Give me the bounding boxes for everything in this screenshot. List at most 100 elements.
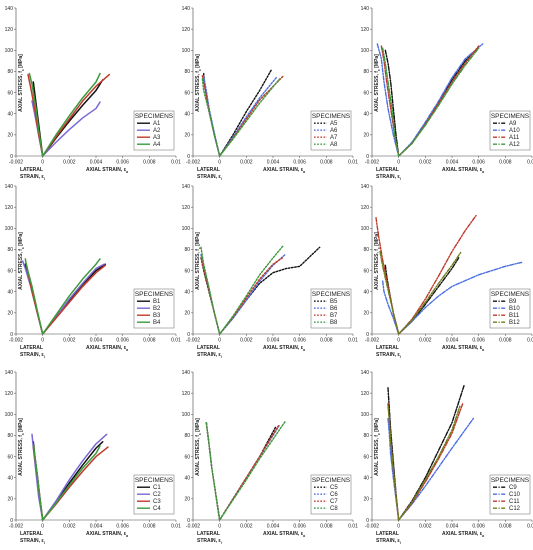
y-axis-title: AXIAL STRESS, fc [MPa]	[374, 54, 381, 112]
x-axis-title-text: AXIAL STRAIN, ε	[86, 345, 127, 351]
y-tick-label: 140	[5, 6, 14, 12]
x-tick-label: -0.002	[365, 160, 379, 166]
x-tick-label: 0.008	[320, 160, 333, 166]
y-axis-subscript: c	[198, 69, 202, 71]
x-axis-title-text: AXIAL STRAIN, ε	[263, 345, 304, 351]
x-tick-label: 0.01	[171, 160, 181, 166]
x-tick-label: 0.006	[472, 524, 485, 530]
y-axis-unit: [MPa]	[195, 232, 201, 247]
legend-label-A9: A9	[509, 121, 517, 127]
y-axis-title: AXIAL STRESS, fc [MPa]	[195, 232, 202, 290]
y-tick-label: 20	[184, 497, 190, 503]
x-tick-label: 0.004	[267, 524, 280, 530]
series-curve-B8	[200, 244, 285, 335]
lateral-subscript: l	[400, 355, 401, 359]
y-axis-subscript: c	[21, 69, 25, 71]
lateral-label-line2: STRAIN, εl	[20, 352, 45, 359]
y-tick-label: 80	[7, 247, 13, 253]
lateral-label-line1: LATERAL	[20, 531, 43, 537]
y-axis-unit: [MPa]	[18, 54, 24, 69]
y-axis-unit: [MPa]	[374, 54, 380, 69]
series-curve-B4	[24, 258, 101, 335]
legend-label-B8: B8	[330, 320, 338, 326]
x-tick-label: 0.006	[293, 160, 306, 166]
x-axis-title: AXIAL STRAIN, εa	[263, 345, 305, 352]
lateral-label-line2: STRAIN, εl	[20, 538, 45, 545]
legend-title: SPECIMENS	[312, 477, 351, 484]
series-curve-B5	[200, 246, 321, 335]
y-tick-label: 120	[361, 27, 370, 33]
lateral-label-line1: LATERAL	[20, 345, 43, 351]
x-tick-label: 0	[397, 524, 400, 530]
y-tick-label: 100	[5, 412, 14, 418]
y-axis-unit: [MPa]	[195, 54, 201, 69]
y-tick-label: 40	[7, 112, 13, 118]
x-axis-subscript: a	[303, 170, 305, 174]
y-tick-label: 100	[361, 48, 370, 54]
x-tick-label: -0.002	[9, 338, 23, 344]
y-axis-title-text: AXIAL STRESS, f	[374, 249, 380, 290]
y-tick-label: 40	[184, 290, 190, 296]
lateral-label-text: STRAIN, ε	[20, 174, 44, 180]
y-tick-label: 100	[182, 412, 191, 418]
legend-label-B1: B1	[153, 299, 161, 305]
series-curve-A7	[201, 74, 285, 157]
x-axis-subscript: a	[303, 348, 305, 352]
lateral-label-line1: LATERAL	[197, 531, 220, 537]
x-axis-subscript: a	[482, 170, 484, 174]
legend-label-C11: C11	[509, 499, 520, 505]
lateral-label-line2: STRAIN, εl	[197, 538, 222, 545]
x-tick-label: 0.01	[348, 160, 358, 166]
x-tick-label: 0	[218, 160, 221, 166]
x-axis-title: AXIAL STRAIN, εa	[442, 531, 484, 538]
series-curve-C9	[387, 385, 465, 521]
x-tick-label: 0.006	[472, 338, 485, 344]
y-axis-title-text: AXIAL STRESS, f	[374, 435, 380, 476]
y-axis-title-text: AXIAL STRESS, f	[18, 249, 24, 290]
y-tick-label: 120	[5, 27, 14, 33]
y-tick-label: 140	[5, 184, 14, 190]
y-tick-label: 40	[363, 476, 369, 482]
y-tick-label: 80	[7, 69, 13, 75]
y-tick-label: 80	[363, 247, 369, 253]
x-tick-label: 0.004	[267, 160, 280, 166]
x-tick-label: 0.002	[240, 524, 253, 530]
y-tick-label: 120	[182, 391, 191, 397]
y-axis-title: AXIAL STRESS, fc [MPa]	[195, 54, 202, 112]
legend-title: SPECIMENS	[135, 477, 174, 484]
legend-label-A6: A6	[330, 128, 338, 134]
y-axis-subscript: c	[21, 433, 25, 435]
x-tick-label: 0.002	[419, 338, 432, 344]
x-tick-label: 0.004	[446, 160, 459, 166]
lateral-label-line2: STRAIN, εl	[376, 538, 401, 545]
legend-label-C7: C7	[330, 499, 338, 505]
x-tick-label: 0.01	[171, 338, 181, 344]
y-tick-label: 140	[182, 370, 191, 376]
y-tick-label: 120	[361, 391, 370, 397]
series-curve-B12	[379, 250, 463, 335]
y-tick-label: 120	[5, 205, 14, 211]
x-axis-title: AXIAL STRAIN, εa	[263, 167, 305, 174]
y-axis-title: AXIAL STRESS, fc [MPa]	[18, 54, 25, 112]
legend-label-A10: A10	[509, 128, 520, 134]
y-axis-subscript: c	[21, 247, 25, 249]
y-tick-label: 60	[184, 90, 190, 96]
y-tick-label: 40	[363, 112, 369, 118]
x-tick-label: 0.008	[143, 338, 156, 344]
y-tick-label: 20	[363, 497, 369, 503]
x-axis-title-text: AXIAL STRAIN, ε	[86, 167, 127, 173]
x-tick-label: -0.002	[186, 160, 200, 166]
x-tick-label: 0.004	[267, 338, 280, 344]
y-tick-label: 80	[184, 69, 190, 75]
x-tick-label: 0.008	[499, 338, 512, 344]
series-curve-A12	[381, 47, 480, 157]
lateral-label-line1: LATERAL	[376, 345, 399, 351]
y-axis-title: AXIAL STRESS, fc [MPa]	[374, 232, 381, 290]
y-axis-title: AXIAL STRESS, fc [MPa]	[374, 418, 381, 476]
legend-label-B2: B2	[153, 306, 161, 312]
series-curve-C8	[205, 420, 286, 521]
legend-label-C4: C4	[153, 506, 161, 512]
